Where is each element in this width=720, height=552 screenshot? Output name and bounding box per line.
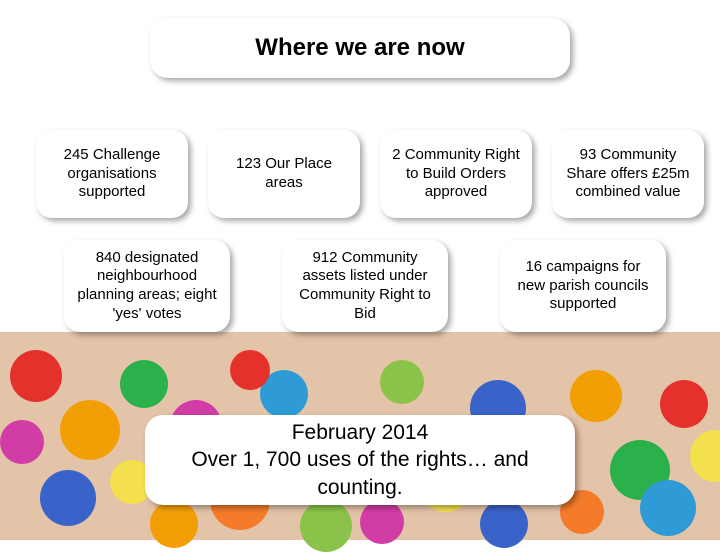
bg-dot bbox=[480, 500, 528, 548]
bg-dot bbox=[640, 480, 696, 536]
stat-card-text: 93 Community Share offers £25m combined … bbox=[562, 146, 694, 202]
stat-card-text: 245 Challenge organisations supported bbox=[46, 146, 178, 202]
stat-card-text: 123 Our Place areas bbox=[218, 155, 350, 193]
slide-title: Where we are now bbox=[255, 34, 464, 62]
stat-card-r1-1: 123 Our Place areas bbox=[208, 130, 360, 218]
bg-dot bbox=[230, 350, 270, 390]
bg-dot bbox=[120, 360, 168, 408]
stat-card-text: 840 designated neighbourhood planning ar… bbox=[74, 249, 220, 324]
summary-box: February 2014 Over 1, 700 uses of the ri… bbox=[145, 415, 575, 505]
bg-dot bbox=[300, 500, 352, 552]
bg-dot bbox=[150, 500, 198, 548]
stat-card-r2-1: 912 Community assets listed under Commun… bbox=[282, 240, 448, 332]
bg-dot bbox=[0, 420, 44, 464]
summary-text: February 2014 Over 1, 700 uses of the ri… bbox=[159, 419, 561, 501]
stat-card-r1-3: 93 Community Share offers £25m combined … bbox=[552, 130, 704, 218]
bg-dot bbox=[10, 350, 62, 402]
bg-dot bbox=[660, 380, 708, 428]
bg-dot bbox=[40, 470, 96, 526]
bg-dot bbox=[570, 370, 622, 422]
stat-card-r1-2: 2 Community Right to Build Orders approv… bbox=[380, 130, 532, 218]
bg-dot bbox=[380, 360, 424, 404]
stat-card-text: 2 Community Right to Build Orders approv… bbox=[390, 146, 522, 202]
bg-dot bbox=[360, 500, 404, 544]
bg-dot bbox=[60, 400, 120, 460]
stat-card-r2-2: 16 campaigns for new parish councils sup… bbox=[500, 240, 666, 332]
stat-card-text: 16 campaigns for new parish councils sup… bbox=[510, 258, 656, 314]
title-box: Where we are now bbox=[150, 18, 570, 78]
stat-card-text: 912 Community assets listed under Commun… bbox=[292, 249, 438, 324]
stat-card-r1-0: 245 Challenge organisations supported bbox=[36, 130, 188, 218]
stat-card-r2-0: 840 designated neighbourhood planning ar… bbox=[64, 240, 230, 332]
